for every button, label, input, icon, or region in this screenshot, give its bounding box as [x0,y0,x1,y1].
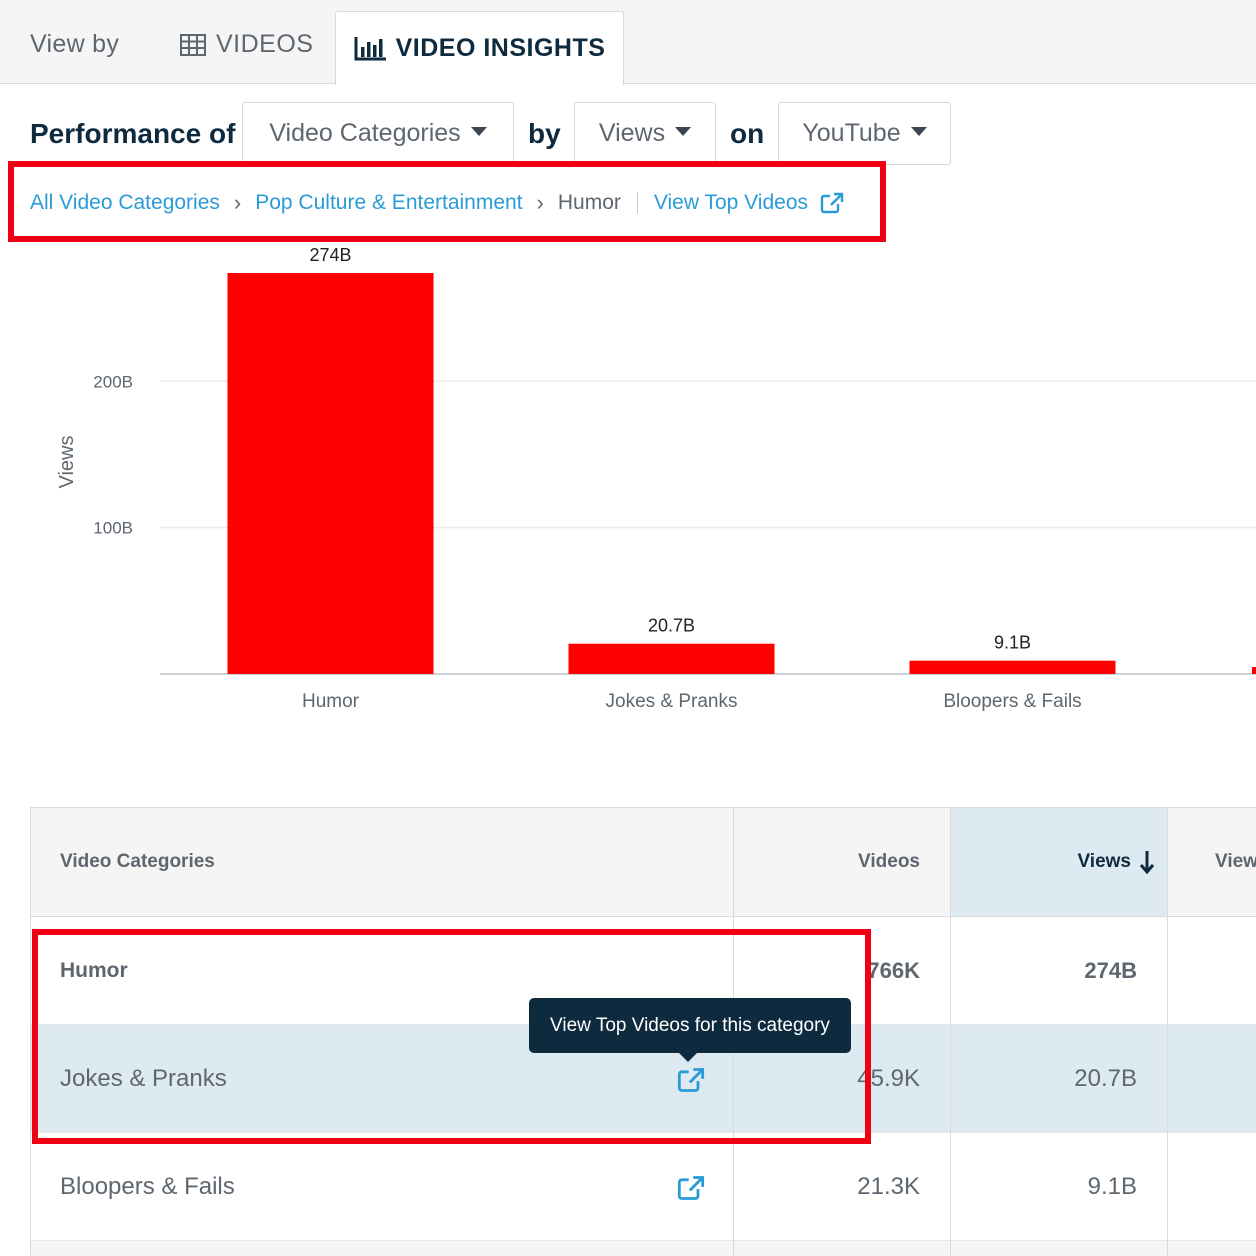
table-row[interactable] [31,1241,1256,1256]
metric-dropdown[interactable]: Views [574,102,716,165]
on-label: on [730,118,765,149]
tab-videos-label: VIDEOS [216,30,314,58]
table-grid-icon [180,33,206,56]
rows-highlight-box [32,929,871,1144]
view-by-label: View by [30,30,120,58]
x-tick-label: Bloopers & Fails [943,691,1081,712]
row-views: 9.1B [1087,1172,1137,1200]
breadcrumb-highlight-box [8,161,886,242]
header-views[interactable]: Views [950,808,1167,916]
row-videos: 21.3K [857,1172,920,1200]
table-row[interactable]: Jokes & Pranks 45.9K 20.7B [31,1025,1256,1133]
header-views-more[interactable]: View [1215,851,1256,872]
chevron-right-icon: › [233,190,242,215]
dimension-dropdown-value: Video Categories [269,119,461,147]
y-tick-label: 100B [93,519,133,538]
tooltip: View Top Videos for this category [529,998,851,1053]
chevron-down-icon [675,127,692,136]
bar-chart-icon [354,36,386,60]
chevron-right-icon: › [536,190,544,215]
table-header: Video Categories Videos Views View [31,808,1256,917]
bar-partial [1252,667,1256,674]
bar [568,643,775,674]
view-tab-bar: View by VIDEOS VIDEO INSIGHTS [0,0,1256,85]
data-label: 9.1B [994,633,1031,653]
metric-dropdown-value: Views [598,119,666,147]
data-label: 20.7B [648,616,695,636]
x-tick-label: Humor [302,691,360,712]
tab-videos[interactable]: VIDEOS [180,30,313,59]
column-divider [1167,808,1168,1256]
chart-svg: 100B 200B Views 274B Humor 20.7B Jokes & Prank… [56,245,1256,712]
row-videos: 766K [867,957,920,983]
tab-insights-label: VIDEO INSIGHTS [395,34,606,62]
view-top-videos-link[interactable]: View Top Videos [654,191,844,215]
column-divider [950,808,951,1256]
y-tick-label: 200B [93,372,133,391]
tab-video-insights[interactable]: VIDEO INSIGHTS [335,11,624,85]
row-views: 20.7B [1074,1064,1137,1092]
row-category: Humor [60,958,128,982]
x-tick-label: Jokes & Pranks [606,691,738,712]
bar [909,660,1116,674]
breadcrumb-pop-culture[interactable]: Pop Culture & Entertainment [255,191,523,214]
row-views: 274B [1084,957,1137,983]
view-top-videos-label: View Top Videos [653,191,809,214]
views-column-highlight [950,917,1167,1025]
external-link-icon [820,193,844,214]
views-bar-chart: 100B 200B Views 274B Humor 20.7B Jokes & Prank… [0,230,1256,730]
header-views-label: Views [1077,851,1131,872]
header-videos[interactable]: Videos [858,851,920,872]
external-link-icon[interactable] [677,1175,705,1201]
by-label: by [528,118,561,149]
chevron-down-icon [910,127,927,136]
external-link-icon[interactable] [677,1067,705,1093]
bar [227,273,434,674]
row-category: Bloopers & Fails [60,1172,235,1200]
breadcrumb-divider [636,192,638,214]
table-row[interactable]: Bloopers & Fails 21.3K 9.1B [31,1133,1256,1241]
breadcrumb-current: Humor [557,191,621,214]
performance-of-label: Performance of [30,118,236,149]
breadcrumb-all-categories[interactable]: All Video Categories [30,191,220,214]
sort-descending-icon [1139,851,1155,875]
categories-table: Video Categories Videos Views View Humor… [30,807,1256,1256]
data-label: 274B [309,245,351,265]
platform-dropdown[interactable]: YouTube [778,102,951,165]
breadcrumb: All Video Categories › Pop Culture & Ent… [30,190,844,216]
tooltip-arrow [678,1052,698,1062]
row-category: Jokes & Pranks [60,1064,227,1092]
dimension-dropdown[interactable]: Video Categories [242,102,514,165]
platform-dropdown-value: YouTube [802,119,901,147]
header-video-categories[interactable]: Video Categories [60,851,215,872]
y-axis-label: Views [56,436,78,489]
chevron-down-icon [470,127,487,136]
